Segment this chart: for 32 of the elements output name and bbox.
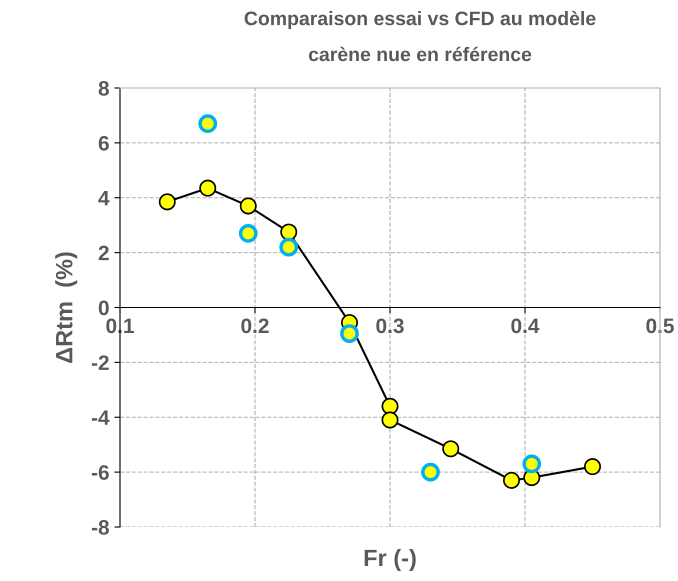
x-tick-label: 0.2 (241, 318, 269, 334)
point (199, 180, 216, 197)
chart-title: Comparaison essai vs CFD au modèle (244, 10, 596, 30)
point (584, 458, 601, 476)
y-tick-label: 2 (98, 246, 109, 260)
point (280, 224, 298, 241)
point (442, 440, 460, 458)
point (421, 462, 440, 482)
y-tick-label: 6 (98, 136, 109, 151)
point (382, 412, 398, 428)
y-axis-title: ΔRtm (%) (55, 252, 78, 363)
point (158, 193, 176, 210)
y-tick-label: 0 (98, 300, 109, 316)
y-tick-label: -2 (92, 355, 109, 370)
y-tick-label: -4 (92, 410, 110, 425)
y-tick-label: -6 (92, 465, 109, 480)
point (198, 114, 218, 134)
point (522, 454, 542, 474)
x-tick-label: 0.3 (376, 318, 404, 334)
y-tick-label: 8 (98, 81, 109, 96)
x-tick-label: 0.5 (646, 318, 674, 334)
point (279, 238, 298, 257)
point (340, 324, 359, 343)
point (382, 398, 398, 415)
point (238, 224, 258, 243)
y-tick-label: 4 (98, 190, 110, 206)
chart-subtitle: carène nue en référence (308, 46, 532, 62)
x-axis-title: Fr (-) (364, 548, 416, 571)
y-tick-label: -8 (92, 520, 109, 535)
point (503, 472, 520, 489)
point (240, 198, 257, 214)
x-tick-label: 0.4 (511, 318, 540, 334)
